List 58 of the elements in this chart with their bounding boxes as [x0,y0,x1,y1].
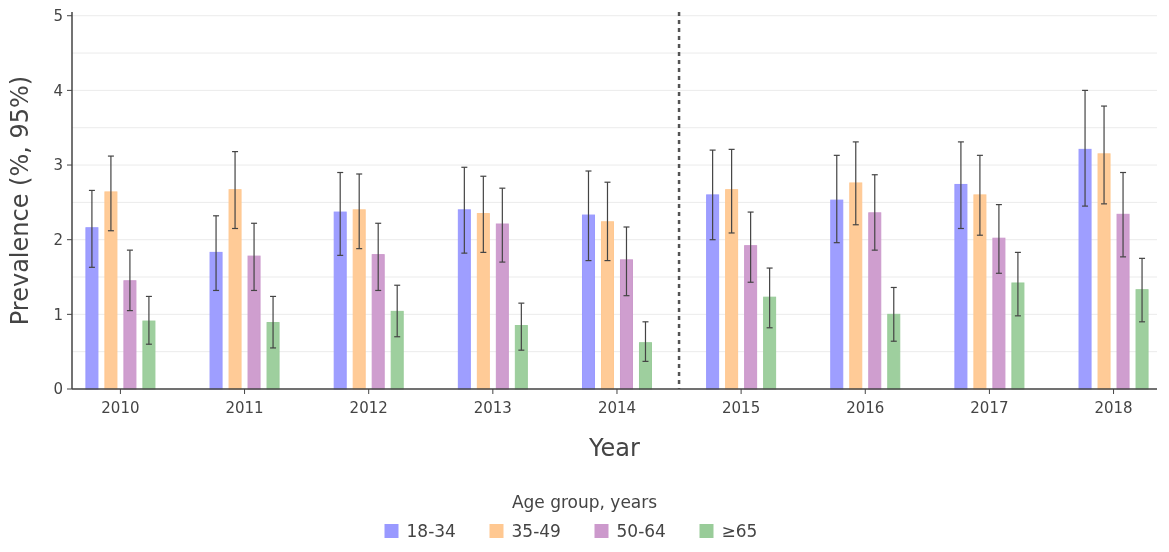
bar [247,255,261,390]
x-tick-label: 2018 [1094,399,1133,417]
y-tick-label: 0 [53,380,63,399]
bar [104,191,118,390]
bar [514,325,528,390]
bar [371,254,385,390]
bar [352,209,366,390]
x-tick-label: 2013 [473,399,512,417]
bar [868,212,882,390]
x-tick-label: 2016 [846,399,885,417]
bar [123,280,137,390]
legend-label: 50-64 [616,521,666,541]
bar [887,313,901,390]
bar [142,320,156,390]
y-tick-label: 4 [53,81,63,100]
bar [973,194,987,390]
x-tick-label: 2015 [722,399,761,417]
bar [1116,213,1130,390]
bar [85,227,99,390]
x-tick-label: 2017 [970,399,1009,417]
bar [849,182,863,390]
bar [744,245,758,390]
bar [954,183,968,390]
y-tick-label: 2 [53,230,63,249]
bar [600,221,614,390]
x-tick-label: 2011 [225,399,264,417]
bar [992,237,1006,390]
bar [209,251,223,390]
legend-label: ≥65 [721,521,758,541]
bar [830,199,844,390]
bar [706,194,720,390]
bar [457,209,471,390]
legend-title: Age group, years [511,492,658,512]
bar [581,214,595,390]
bar [266,322,280,390]
x-tick-label: 2012 [349,399,388,417]
legend-label: 35-49 [511,521,561,541]
x-tick-label: 2014 [597,399,637,417]
y-tick-label: 5 [53,6,63,25]
bar [476,213,490,390]
bar [638,342,652,390]
bar [390,310,404,390]
bar [228,189,242,390]
legend-label: 18-34 [406,521,456,541]
bar [1078,148,1092,390]
bar [619,259,633,390]
bar [495,223,509,390]
bar [763,296,777,390]
y-tick-label: 1 [53,305,63,324]
bar [725,189,739,390]
bar [1011,282,1025,390]
bar [1135,289,1149,390]
bar [333,211,347,390]
bar [1097,153,1111,390]
y-axis-title: Prevalence (%, 95%) [6,75,34,326]
x-axis-title: Year [588,434,641,462]
y-tick-label: 3 [53,156,63,175]
x-tick-label: 2010 [101,399,140,417]
